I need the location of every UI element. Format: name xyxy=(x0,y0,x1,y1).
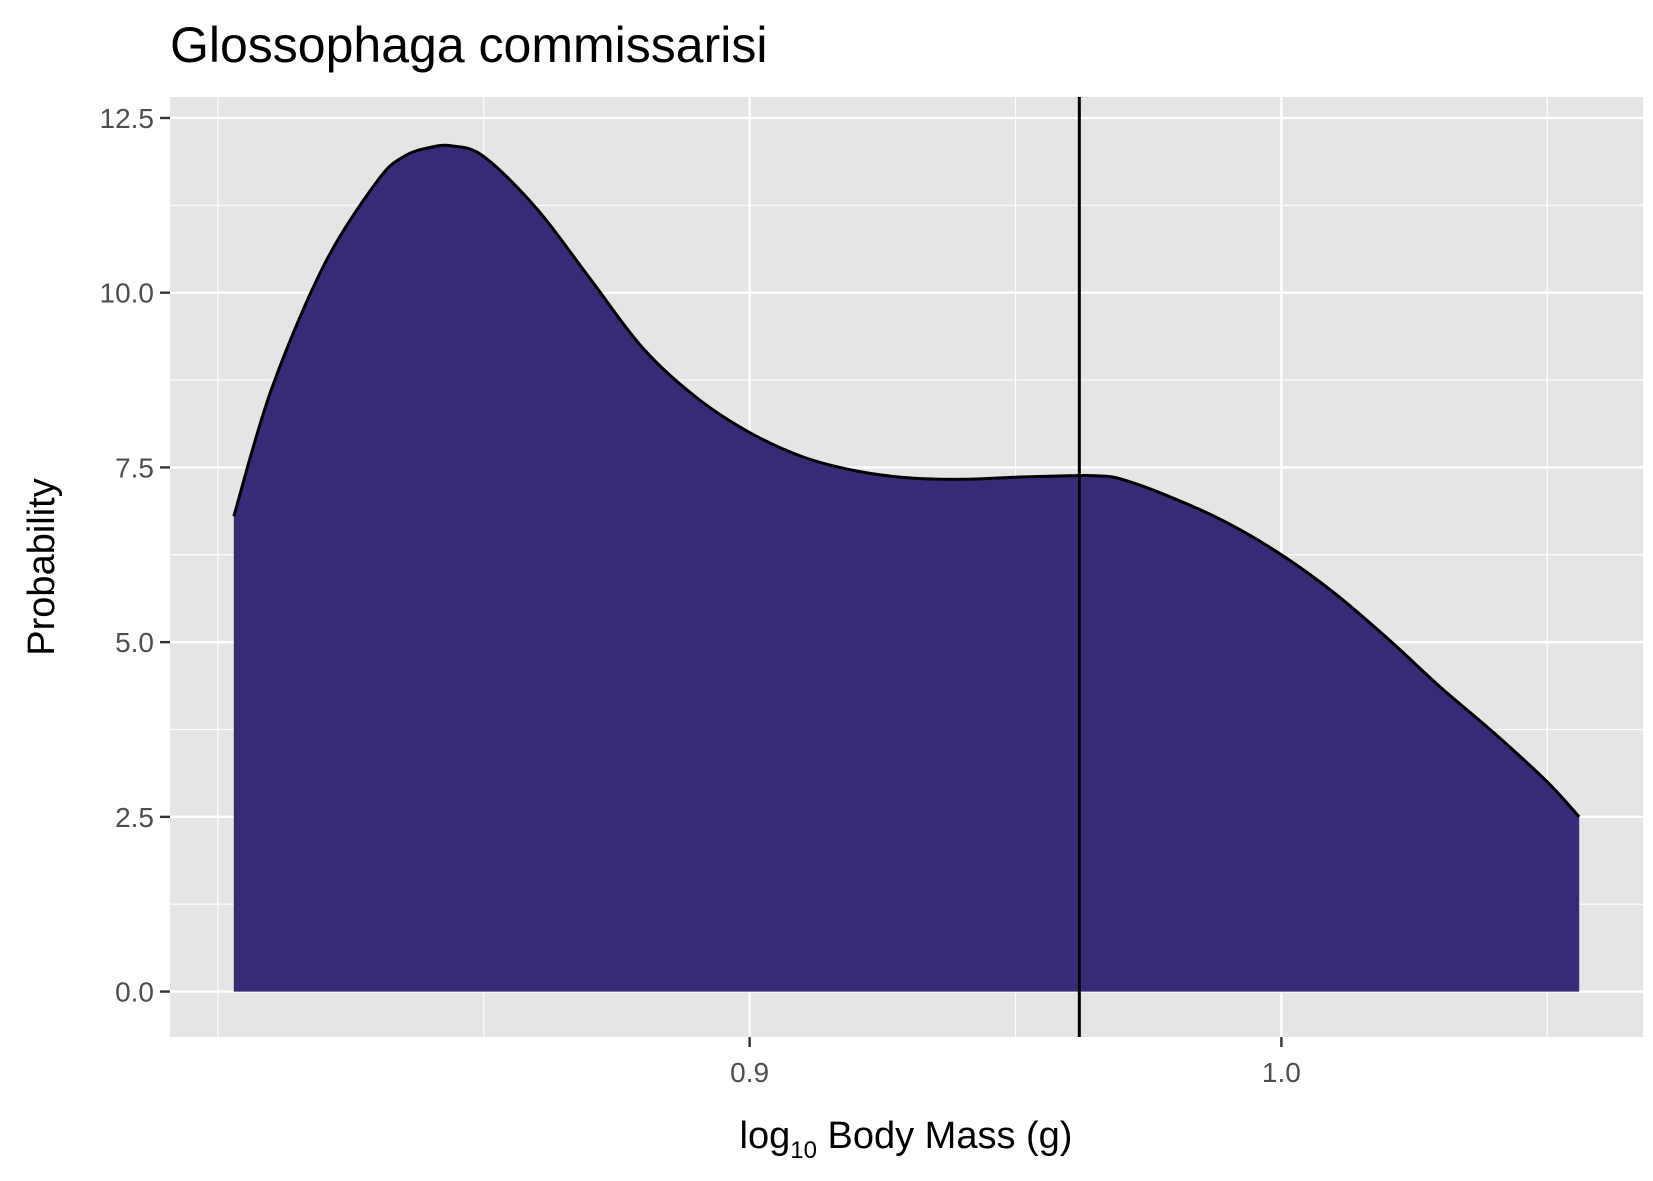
y-axis: 0.0 2.5 5.0 7.5 10.0 12.5 xyxy=(100,103,170,1008)
x-tick-label: 0.9 xyxy=(730,1057,769,1088)
y-tick-label: 0.0 xyxy=(115,977,154,1008)
x-axis: 0.9 1.0 xyxy=(730,1037,1301,1088)
density-area xyxy=(233,145,1580,992)
y-tick-label: 10.0 xyxy=(100,278,155,309)
y-tick-label: 5.0 xyxy=(115,627,154,658)
chart-title: Glossophaga commissarisi xyxy=(170,17,767,73)
y-tick-label: 12.5 xyxy=(100,103,155,134)
x-axis-title-suffix: Body Mass (g) xyxy=(817,1115,1073,1157)
y-axis-title: Probability xyxy=(21,478,63,655)
y-tick-label: 7.5 xyxy=(115,452,154,483)
x-axis-title: log10 Body Mass (g) xyxy=(740,1115,1073,1164)
x-axis-title-subscript: 10 xyxy=(790,1137,817,1164)
x-tick-label: 1.0 xyxy=(1262,1057,1301,1088)
x-axis-title-prefix: log xyxy=(740,1115,791,1157)
y-tick-label: 2.5 xyxy=(115,802,154,833)
density-line xyxy=(232,143,1581,818)
